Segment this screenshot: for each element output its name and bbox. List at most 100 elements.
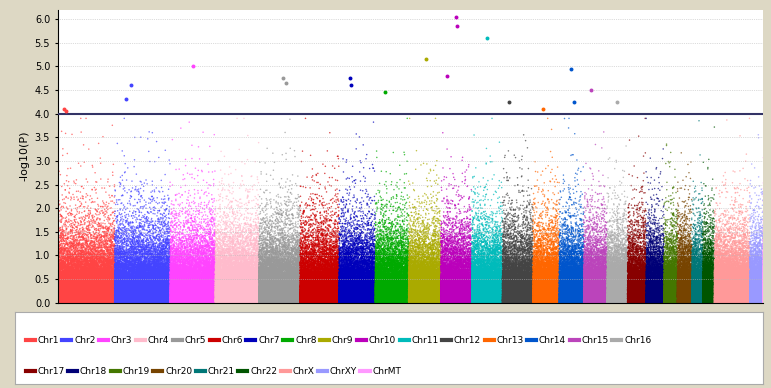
Point [713, 280, 726, 286]
Point [722, 282, 735, 288]
Point [613, 251, 625, 258]
Point [70, 216, 82, 222]
Point [680, 293, 692, 299]
Point [622, 297, 635, 303]
Point [103, 297, 116, 303]
Point [157, 298, 170, 305]
Point [251, 295, 264, 301]
Point [370, 281, 382, 288]
Point [457, 291, 470, 297]
Point [460, 298, 472, 304]
Point [126, 296, 139, 302]
Point [572, 298, 584, 305]
Point [518, 289, 530, 295]
Point [619, 279, 631, 285]
Point [739, 298, 752, 304]
Point [403, 299, 416, 305]
Point [738, 275, 750, 281]
Point [735, 253, 747, 260]
Point [121, 275, 133, 281]
Point [112, 293, 124, 299]
Point [372, 280, 384, 286]
Point [325, 291, 337, 297]
Point [744, 289, 756, 296]
Point [163, 298, 176, 304]
Point [168, 299, 180, 305]
Point [424, 266, 436, 272]
Point [328, 289, 340, 296]
Point [700, 297, 712, 303]
Point [67, 291, 79, 297]
Point [421, 288, 433, 294]
Point [283, 284, 295, 290]
Point [609, 275, 621, 281]
Point [355, 236, 367, 242]
Point [303, 288, 315, 294]
Point [190, 276, 203, 282]
Point [592, 214, 604, 220]
Point [506, 273, 518, 279]
Point [497, 290, 510, 296]
Point [246, 296, 258, 302]
Point [295, 282, 307, 289]
Point [435, 285, 447, 291]
Point [156, 267, 168, 274]
Point [349, 295, 362, 301]
Point [410, 297, 423, 303]
Point [421, 260, 433, 266]
Point [707, 298, 719, 304]
Point [551, 298, 564, 304]
Point [533, 269, 545, 275]
Point [57, 284, 69, 291]
Point [691, 277, 703, 283]
Point [216, 276, 228, 282]
Point [443, 285, 455, 291]
Point [103, 271, 115, 277]
Point [229, 263, 241, 269]
Point [204, 293, 217, 300]
Point [422, 289, 434, 295]
Point [285, 299, 298, 305]
Point [63, 294, 76, 300]
Point [183, 293, 196, 299]
Point [233, 294, 245, 300]
Point [226, 271, 238, 277]
Point [757, 298, 769, 304]
Point [638, 297, 651, 303]
Point [220, 271, 232, 277]
Point [150, 139, 163, 145]
Point [396, 294, 408, 300]
Point [247, 299, 260, 305]
Point [548, 276, 561, 282]
Point [615, 288, 628, 294]
Point [732, 290, 745, 296]
Point [189, 298, 201, 304]
Point [288, 283, 300, 289]
Point [666, 281, 678, 287]
Point [380, 293, 392, 299]
Point [150, 298, 163, 305]
Point [370, 294, 382, 301]
Point [295, 274, 307, 280]
Point [446, 293, 458, 300]
Point [550, 300, 562, 306]
Point [532, 275, 544, 281]
Point [729, 296, 742, 302]
Point [632, 221, 645, 227]
Point [261, 272, 274, 278]
Point [157, 283, 170, 289]
Point [225, 282, 237, 289]
Point [366, 266, 379, 272]
Point [196, 260, 208, 266]
Point [596, 298, 608, 304]
Point [628, 299, 641, 305]
Point [221, 299, 233, 305]
Point [191, 294, 204, 300]
Point [179, 286, 191, 292]
Point [262, 296, 274, 302]
Point [487, 268, 500, 275]
Point [107, 298, 120, 305]
Point [528, 255, 540, 261]
Point [247, 236, 260, 242]
Point [148, 293, 160, 299]
